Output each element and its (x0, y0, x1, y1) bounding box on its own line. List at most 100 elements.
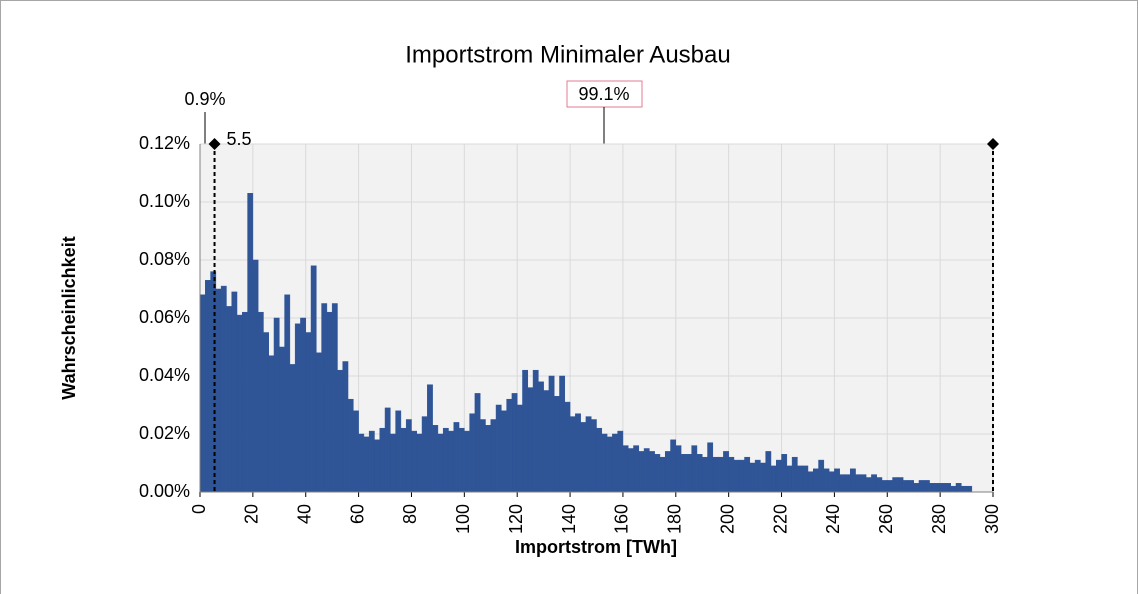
bar (289, 364, 296, 493)
bar (691, 445, 698, 493)
x-tick-label: 300 (982, 504, 1002, 534)
bar (897, 477, 904, 493)
bar (337, 369, 343, 493)
bar (775, 459, 782, 493)
bar (495, 404, 502, 493)
x-tick-label: 160 (612, 504, 632, 534)
bar (453, 422, 460, 493)
bar (887, 480, 893, 493)
bar (664, 451, 671, 493)
marker (987, 138, 999, 150)
bar (268, 355, 275, 493)
bar (390, 433, 396, 493)
bar (284, 294, 291, 493)
y-tick-label: 0.04% (139, 365, 190, 385)
x-axis-title: Importstrom [TWh] (515, 537, 677, 557)
bar (860, 474, 867, 493)
bar (924, 480, 930, 493)
x-tick-label: 280 (929, 504, 949, 534)
bar (532, 369, 539, 493)
bar (326, 311, 333, 493)
bar (918, 480, 925, 493)
bar (543, 390, 550, 493)
bar (321, 303, 328, 493)
bar (701, 456, 708, 493)
x-tick-label: 140 (559, 504, 579, 534)
bar (474, 393, 481, 493)
bar (263, 332, 269, 493)
bar (511, 393, 518, 493)
bar (659, 456, 666, 493)
bar (765, 451, 772, 493)
y-tick-label: 0.02% (139, 423, 190, 443)
bar (590, 419, 597, 493)
bar (220, 285, 227, 493)
bar (844, 474, 851, 493)
annotation-box (566, 80, 643, 108)
bar (966, 485, 973, 493)
x-tick-label: 60 (347, 504, 367, 524)
y-tick-label: 0.08% (139, 249, 190, 269)
bar (612, 433, 618, 493)
bar (807, 471, 814, 493)
x-tick-label: 200 (717, 504, 737, 534)
bar (310, 265, 317, 493)
y-axis-title: Wahrscheinlichkeit (59, 236, 79, 399)
bar (717, 456, 724, 493)
x-tick-label: 100 (453, 504, 473, 534)
bar (437, 433, 444, 493)
bar (564, 401, 571, 493)
bar (247, 193, 254, 493)
bar (580, 422, 587, 493)
bar (839, 474, 846, 493)
bar (881, 480, 888, 493)
chart-title: Importstrom Minimaler Ausbau (405, 41, 730, 68)
bar (908, 480, 914, 493)
bar (569, 416, 576, 493)
bar (601, 433, 608, 493)
bar (802, 465, 809, 493)
bar (770, 465, 777, 493)
bar (215, 288, 222, 493)
bar (374, 439, 380, 493)
bar (501, 410, 507, 493)
bar (696, 454, 703, 493)
bar (781, 454, 788, 493)
bar (210, 271, 217, 493)
bar (506, 398, 513, 493)
bar (331, 303, 338, 493)
bar (342, 361, 349, 493)
bar (649, 451, 655, 493)
bar (876, 477, 883, 493)
bar (791, 456, 798, 493)
bar (786, 465, 793, 493)
bar (712, 456, 719, 493)
y-tick-label: 0.12% (139, 133, 190, 153)
bar (865, 477, 872, 493)
bar (961, 485, 967, 493)
bar (638, 451, 645, 493)
bar (273, 317, 280, 493)
bar (379, 427, 386, 493)
bar (522, 369, 529, 493)
bar (617, 430, 624, 493)
bar (902, 480, 909, 493)
bar (733, 459, 740, 493)
bar (585, 416, 592, 493)
bar (945, 483, 951, 493)
bar (627, 448, 634, 493)
bar (242, 311, 248, 493)
bar (485, 425, 492, 493)
x-tick-label: 120 (506, 504, 526, 534)
bar (279, 346, 285, 493)
bar (828, 471, 835, 493)
annotation: 99.1% (578, 84, 629, 104)
bar (363, 436, 370, 493)
bar (490, 419, 497, 493)
bar (538, 381, 544, 493)
bar (442, 427, 449, 493)
bar (633, 445, 640, 493)
bar (559, 375, 566, 493)
